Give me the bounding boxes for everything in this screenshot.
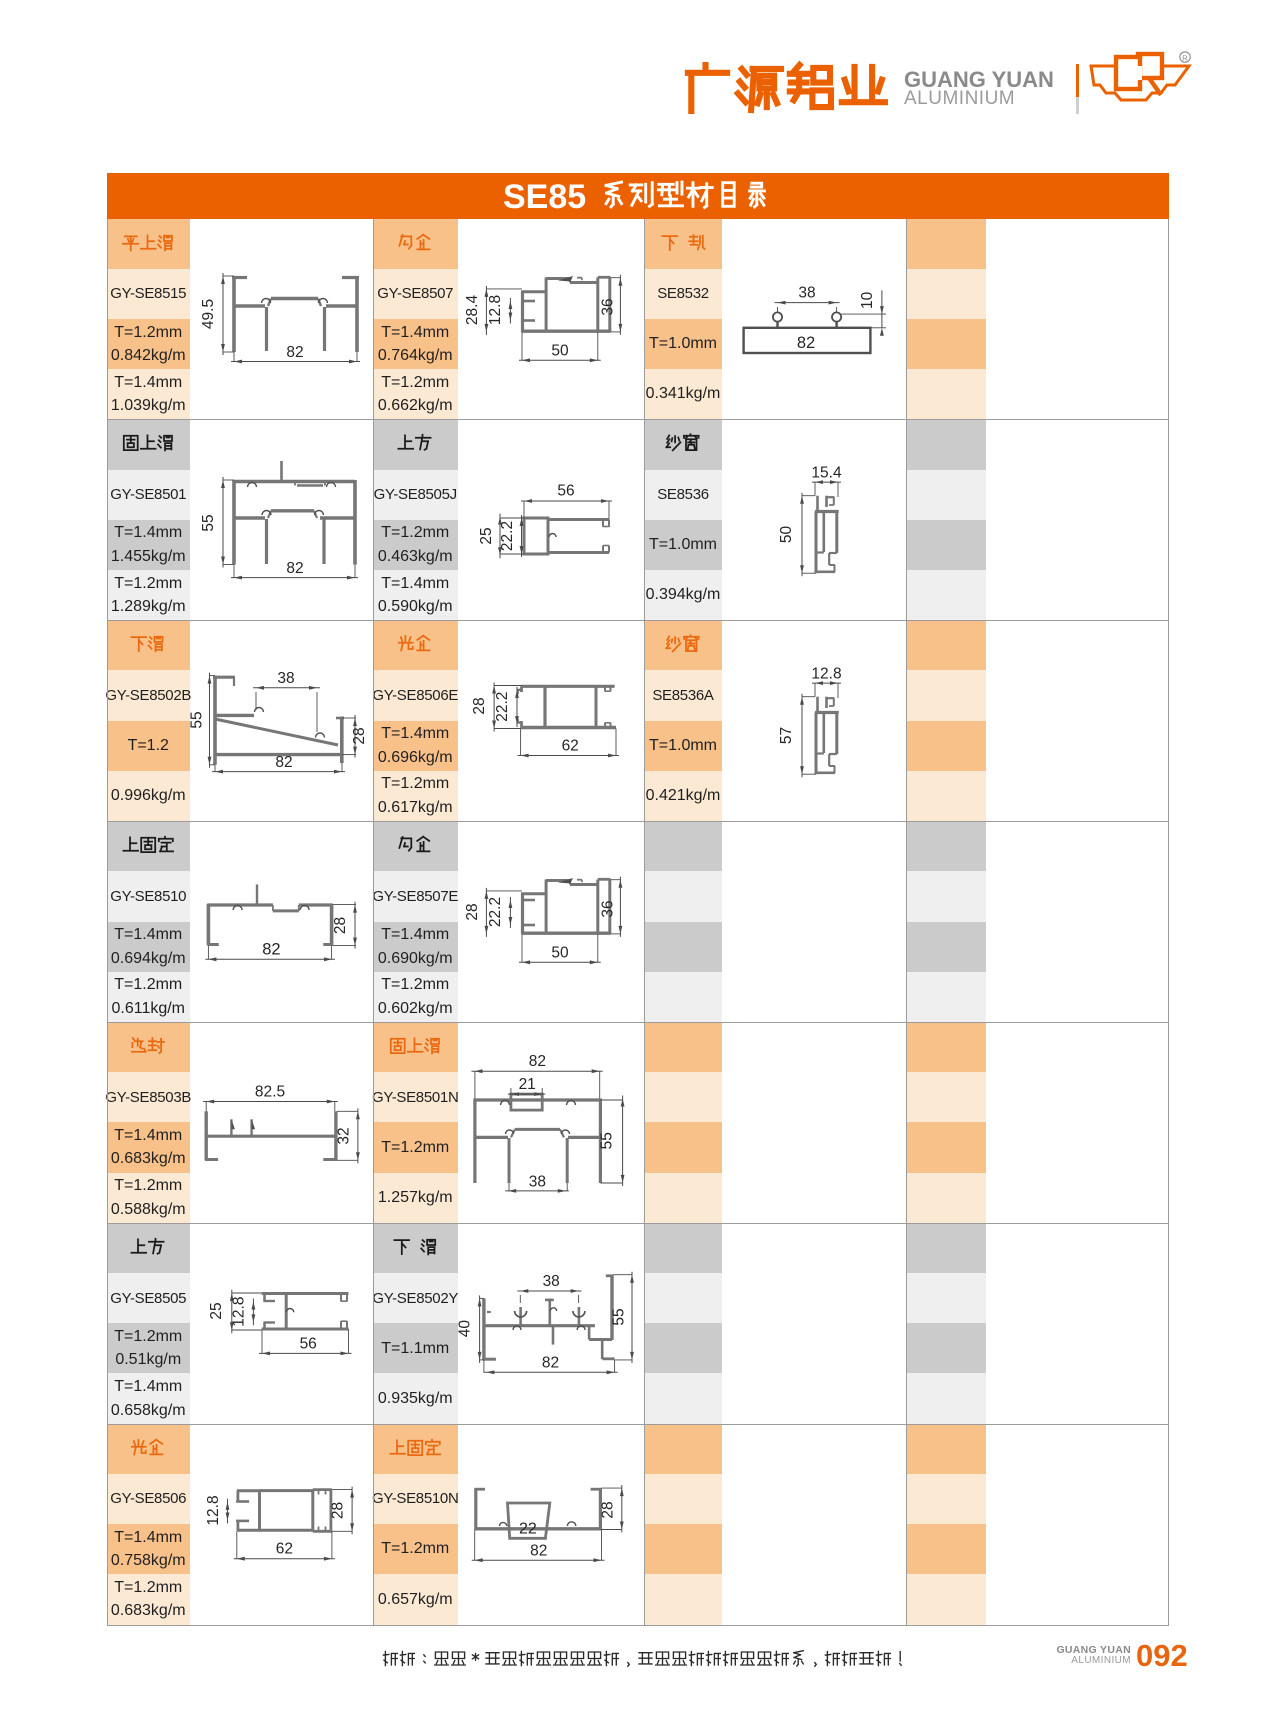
svg-text:28.4: 28.4 <box>464 294 481 325</box>
svg-text:28: 28 <box>351 728 368 745</box>
svg-text:38: 38 <box>529 1173 546 1190</box>
svg-text:82: 82 <box>262 941 280 959</box>
svg-text:56: 56 <box>299 1335 316 1352</box>
svg-text:12.8: 12.8 <box>811 666 841 683</box>
svg-text:21: 21 <box>519 1076 536 1093</box>
svg-text:36: 36 <box>599 298 616 315</box>
svg-text:55: 55 <box>610 1308 627 1325</box>
svg-text:82: 82 <box>286 560 303 577</box>
svg-text:25: 25 <box>478 528 495 545</box>
svg-text:22.2: 22.2 <box>499 521 516 551</box>
svg-text:40: 40 <box>457 1319 474 1337</box>
svg-text:28: 28 <box>471 698 488 715</box>
svg-text:28: 28 <box>464 903 481 920</box>
svg-text:38: 38 <box>798 284 815 301</box>
svg-text:12.8: 12.8 <box>230 1296 247 1326</box>
svg-text:15.4: 15.4 <box>811 465 842 482</box>
svg-text:56: 56 <box>557 483 574 500</box>
svg-text:38: 38 <box>543 1273 560 1290</box>
svg-text:62: 62 <box>275 1540 292 1557</box>
svg-text:55: 55 <box>599 1132 616 1149</box>
svg-text:50: 50 <box>551 945 569 962</box>
svg-text:28: 28 <box>329 1502 346 1519</box>
svg-text:57: 57 <box>778 727 795 744</box>
svg-text:R: R <box>1182 54 1188 63</box>
svg-text:38: 38 <box>277 670 294 687</box>
svg-text:22.2: 22.2 <box>487 897 504 927</box>
svg-text:22.2: 22.2 <box>494 692 511 722</box>
svg-text:55: 55 <box>200 515 217 532</box>
svg-text:50: 50 <box>778 526 795 544</box>
svg-text:10: 10 <box>859 291 876 309</box>
svg-text:12.8: 12.8 <box>487 294 504 324</box>
svg-text:82.5: 82.5 <box>254 1083 284 1100</box>
svg-text:82: 82 <box>286 344 303 361</box>
svg-text:49.5: 49.5 <box>200 298 217 328</box>
svg-text:28: 28 <box>332 917 349 934</box>
svg-text:22: 22 <box>519 1520 537 1537</box>
svg-text:82: 82 <box>797 334 815 352</box>
svg-text:12.8: 12.8 <box>205 1495 222 1525</box>
svg-text:82: 82 <box>275 754 292 771</box>
svg-text:28: 28 <box>599 1501 616 1518</box>
svg-text:36: 36 <box>599 900 616 917</box>
svg-text:82: 82 <box>542 1354 559 1371</box>
svg-text:25: 25 <box>208 1302 225 1319</box>
svg-text:55: 55 <box>188 712 205 729</box>
svg-text:82: 82 <box>529 1053 546 1070</box>
svg-text:32: 32 <box>335 1127 352 1144</box>
svg-text:62: 62 <box>562 738 579 755</box>
svg-text:50: 50 <box>551 342 569 359</box>
svg-text:82: 82 <box>530 1542 547 1559</box>
